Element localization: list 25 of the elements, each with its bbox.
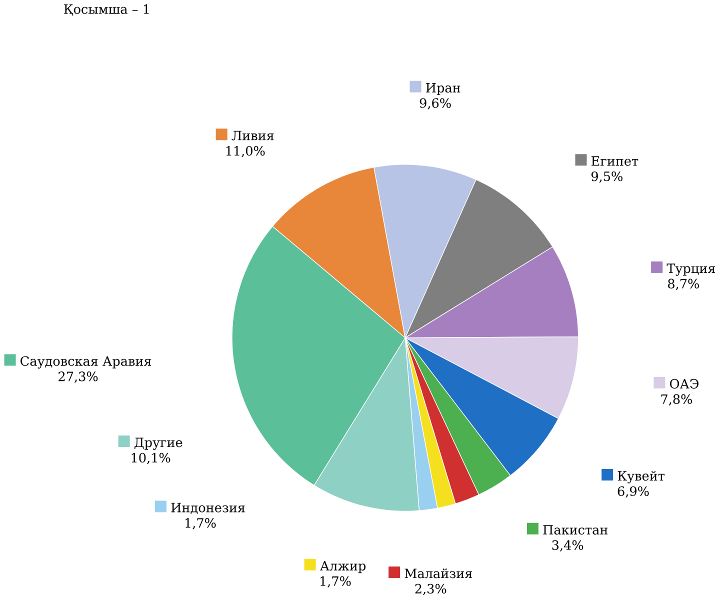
legend-label: Другие (134, 438, 182, 450)
data-label: 1,7% (186, 518, 216, 530)
chart-title: Қосымша – 1 (64, 4, 149, 16)
legend-label: Кувейт (618, 470, 664, 484)
legend-label: Турция (666, 263, 716, 276)
data-label: 6,9% (618, 486, 649, 498)
data-label: 7,8% (661, 394, 692, 406)
data-label: 1,7% (320, 576, 351, 588)
data-label: 9,6% (420, 98, 451, 110)
legend-label: Алжир (320, 560, 366, 573)
legend-label: Саудовская Аравия (20, 356, 152, 368)
data-label: 27,3% (58, 371, 98, 383)
legend-label: Иран (426, 82, 460, 95)
legend-label: Ливия (232, 130, 274, 140)
legend-label: Индонезия (171, 502, 245, 514)
data-label: 2,3% (415, 584, 446, 595)
legend-label: ОАЭ (670, 378, 698, 388)
data-label: 11,0% (226, 146, 265, 158)
data-label: 9,5% (591, 171, 622, 183)
legend-label: Пакистан (543, 524, 608, 534)
data-label: 8,7% (668, 278, 699, 290)
data-label: 10,1% (132, 452, 170, 464)
legend-label: Египет (592, 156, 638, 166)
legend-label: Малайзия (404, 568, 472, 578)
data-label: 3,4% (552, 540, 584, 552)
